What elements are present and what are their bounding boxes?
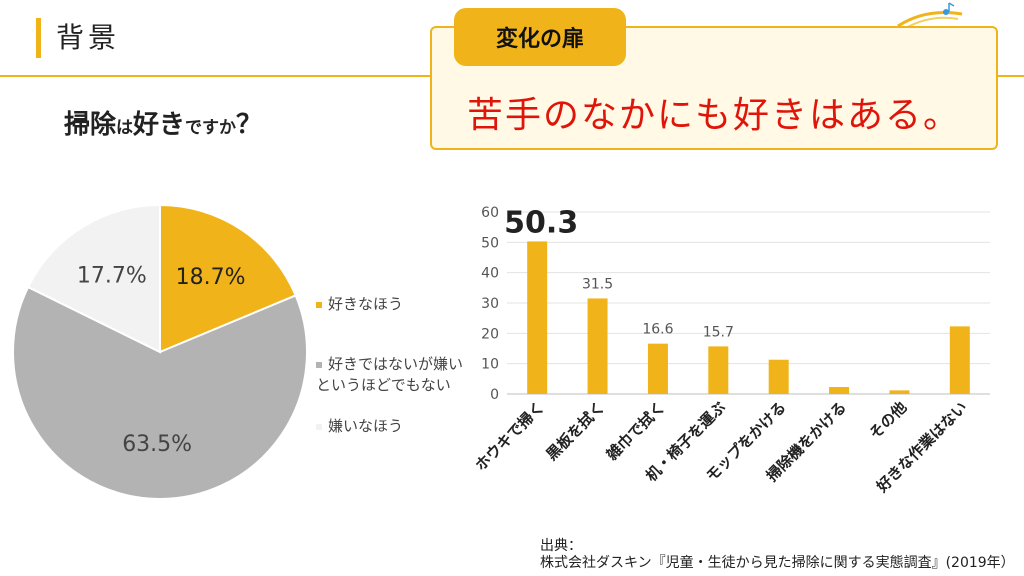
header-accent-bar [36, 18, 41, 58]
legend-text: というほどでもない [316, 375, 463, 396]
legend-label: 好きではないが嫌い [328, 355, 464, 373]
bar-data-label: 16.6 [642, 322, 673, 338]
y-tick-label: 20 [481, 326, 499, 342]
pie-slice-label: 18.7% [176, 265, 246, 290]
bar [587, 298, 608, 394]
bar [768, 359, 789, 394]
legend-swatch [316, 423, 322, 430]
pie-chart: 18.7% 63.5% 17.7% [12, 203, 308, 500]
bar [708, 346, 729, 394]
legend-swatch [316, 301, 322, 308]
bar [647, 343, 668, 394]
bar [949, 326, 970, 394]
question-part: ですか [185, 118, 237, 138]
pie-question-title: 掃除は好きですか？ [64, 104, 262, 141]
source-line: 出典： [540, 538, 582, 554]
callout-label: 変化の扉 [454, 8, 626, 66]
source-line: 株式会社ダスキン『児童・生徒から見た掃除に関する実態調査』(2019年） [540, 555, 1015, 571]
question-part: は [116, 118, 134, 138]
legend-text: 好きではないが嫌い [316, 354, 463, 375]
legend-label: 好きなほう [328, 295, 404, 313]
y-tick-label: 0 [490, 387, 499, 403]
y-tick-label: 60 [481, 205, 499, 221]
legend-item: 嫌いなほう [316, 416, 403, 437]
callout-text: 苦手のなかにも好きはある。 [466, 95, 961, 136]
bar [829, 387, 850, 394]
legend-text: 好きなほう [316, 294, 403, 315]
pie-slice-label: 63.5% [122, 432, 192, 457]
question-part: ？ [236, 110, 263, 140]
legend-label: 嫌いなほう [328, 417, 404, 435]
question-part: 好き [133, 110, 186, 140]
pie-slice [12, 285, 308, 500]
source-citation: 出典： 株式会社ダスキン『児童・生徒から見た掃除に関する実態調査』(2019年） [540, 538, 1015, 572]
bar-data-label: 31.5 [582, 276, 613, 292]
legend-label: というほどでもない [316, 376, 451, 394]
x-category-label: 黒板を拭く [543, 398, 609, 464]
y-tick-label: 50 [481, 235, 499, 251]
question-part: 掃除 [64, 110, 117, 140]
x-category-label: その他 [866, 398, 911, 443]
x-category-label: ホウキで掃く [472, 398, 548, 474]
y-tick-label: 30 [481, 296, 499, 312]
bar [527, 241, 548, 394]
legend-text: 嫌いなほう [316, 416, 403, 437]
bar-data-label: 15.7 [703, 324, 734, 340]
pie-slice-label: 17.7% [77, 264, 147, 289]
legend-item: 好きではないが嫌いというほどでもない [316, 354, 463, 396]
bar-data-label: 50.3 [504, 205, 578, 240]
section-title: 背景 [56, 21, 121, 54]
pie-slice [26, 203, 161, 354]
legend-swatch [316, 361, 322, 368]
bar [889, 390, 910, 394]
pie-slice [159, 203, 298, 354]
y-tick-label: 10 [481, 357, 499, 373]
y-tick-label: 40 [481, 266, 499, 282]
legend-item: 好きなほう [316, 294, 403, 315]
